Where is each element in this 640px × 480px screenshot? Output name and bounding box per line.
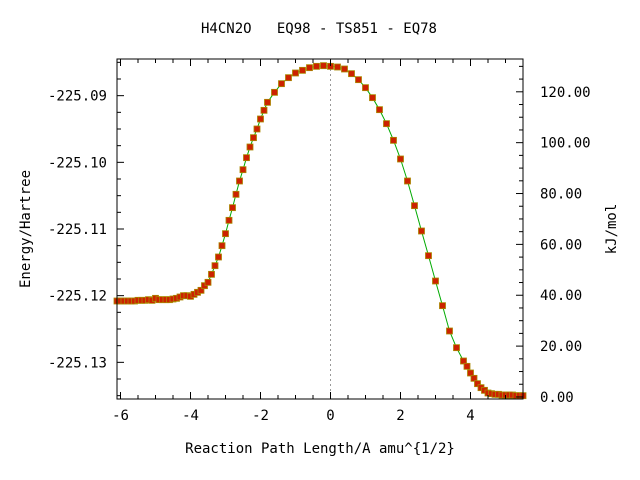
data-point xyxy=(264,98,271,106)
data-point xyxy=(404,177,411,185)
data-point xyxy=(362,84,369,92)
data-point xyxy=(225,216,233,224)
data-point xyxy=(411,202,418,210)
data-point xyxy=(260,106,268,114)
data-point xyxy=(292,69,299,77)
data-point xyxy=(397,155,404,163)
data-point xyxy=(271,88,278,96)
data-point xyxy=(453,344,460,352)
data-point xyxy=(257,115,264,123)
data-point xyxy=(253,125,261,133)
y-tick-label: -225.10 xyxy=(48,155,107,171)
data-point xyxy=(425,252,432,260)
data-point xyxy=(243,154,250,162)
y-axis-label: Energy/Hartree xyxy=(18,170,34,288)
y-tick-label: -225.09 xyxy=(48,89,107,105)
y2-axis-label: kJ/mol xyxy=(604,204,620,255)
data-point xyxy=(376,106,383,114)
data-point xyxy=(246,143,254,151)
y-tick-label: -225.11 xyxy=(48,222,107,238)
data-point xyxy=(470,374,478,382)
data-point xyxy=(208,270,215,278)
x-tick-label: 4 xyxy=(466,408,474,424)
data-point xyxy=(218,242,226,250)
x-axis-label: Reaction Path Length/A amu^{1/2} xyxy=(185,441,455,457)
data-point xyxy=(278,80,285,88)
data-point xyxy=(369,94,376,102)
y-tick-label: -225.12 xyxy=(48,289,107,305)
plot-area-frame xyxy=(116,58,524,400)
data-point xyxy=(197,286,205,294)
data-point xyxy=(215,253,222,261)
data-point xyxy=(460,357,467,365)
data-point xyxy=(432,277,439,285)
y2-tick-label: 60.00 xyxy=(540,237,582,253)
data-point xyxy=(439,302,446,310)
data-point xyxy=(229,204,236,212)
data-point xyxy=(250,134,257,142)
y2-tick-label: 20.00 xyxy=(540,339,582,355)
data-point xyxy=(348,70,355,78)
data-point xyxy=(334,63,341,71)
y2-tick-label: 100.00 xyxy=(540,136,591,152)
energy-curve xyxy=(117,65,523,397)
data-point xyxy=(383,120,390,128)
data-point xyxy=(236,177,243,185)
x-tick-label: -6 xyxy=(112,408,129,424)
chart-title: H4CN2O EQ98 - TS851 - EQ78 xyxy=(201,21,437,37)
y2-tick-label: 80.00 xyxy=(540,187,582,203)
data-point xyxy=(418,227,425,235)
data-point xyxy=(306,64,313,72)
data-point xyxy=(239,166,247,174)
x-tick-label: 0 xyxy=(326,408,334,424)
data-point xyxy=(222,230,229,238)
data-point xyxy=(313,62,320,70)
data-point xyxy=(232,190,240,198)
y-tick-label: -225.13 xyxy=(48,355,107,371)
data-point xyxy=(320,62,327,70)
data-point xyxy=(474,380,481,388)
x-tick-label: -4 xyxy=(182,408,199,424)
data-point xyxy=(299,66,306,74)
y2-tick-label: 0.00 xyxy=(540,390,574,406)
x-tick-label: -2 xyxy=(252,408,269,424)
data-point xyxy=(467,369,474,377)
data-point xyxy=(204,278,212,286)
data-point xyxy=(463,362,471,370)
data-point xyxy=(390,136,397,144)
y2-tick-label: 40.00 xyxy=(540,288,582,304)
data-point xyxy=(446,327,453,335)
data-point xyxy=(355,76,362,84)
y2-tick-label: 120.00 xyxy=(540,85,591,101)
x-tick-label: 2 xyxy=(396,408,404,424)
data-point xyxy=(285,74,292,82)
data-point xyxy=(211,262,219,270)
data-point xyxy=(341,65,348,73)
